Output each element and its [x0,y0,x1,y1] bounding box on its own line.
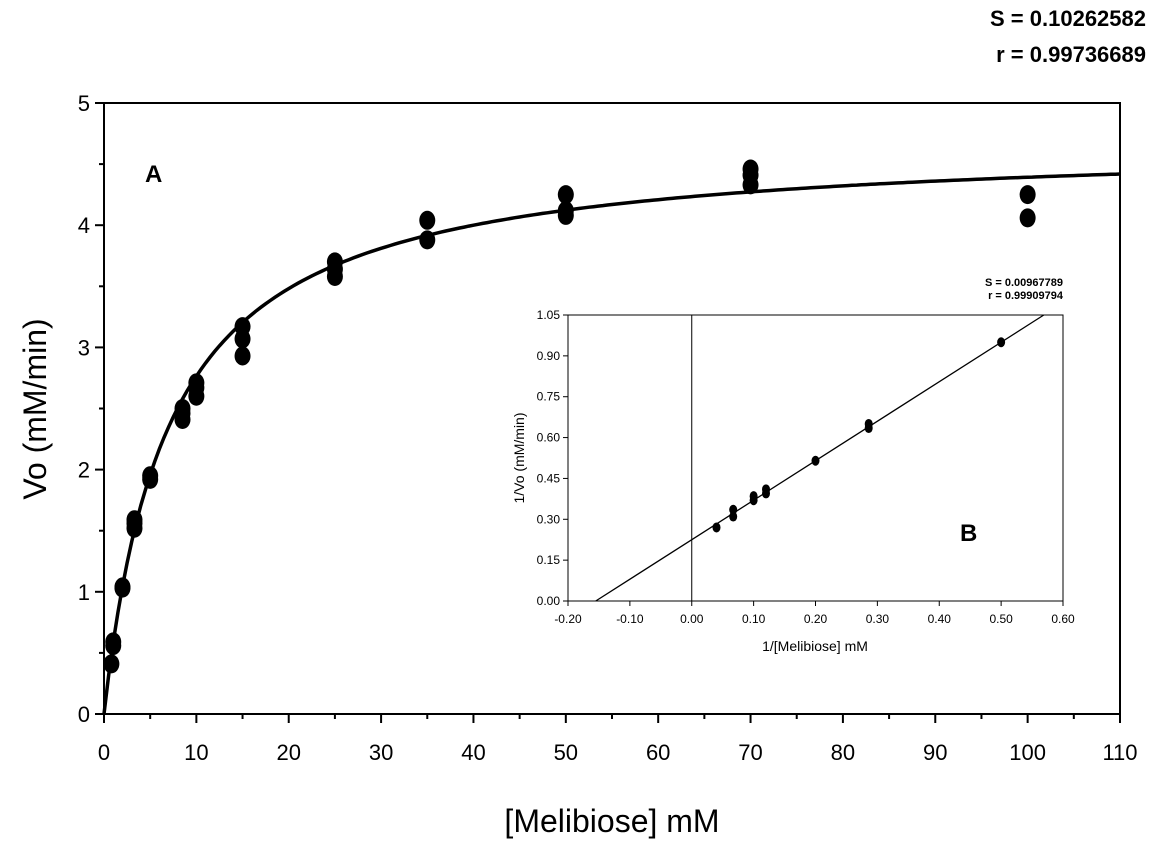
data-point [142,466,159,486]
inset-y-tick-label: 0.45 [537,471,561,485]
inset-x-tick-label: 0.00 [680,612,704,626]
inset-y-tick-label: 0.75 [537,390,561,404]
inset-fit-statistic: r = 0.99909794 [988,290,1064,302]
data-point [419,230,436,250]
x-tick-label: 90 [923,740,947,765]
inset-x-axis-label: 1/[Melibiose] mM [762,638,868,654]
panel-label-b: B [960,520,977,547]
inset-y-tick-label: 0.15 [537,553,561,567]
inset-data-point [997,337,1006,348]
x-tick-label: 30 [369,740,393,765]
inset-data-point [749,491,758,502]
inset-data-point [729,504,738,515]
data-point [234,346,251,366]
data-point [557,201,574,221]
x-tick-label: 10 [184,740,208,765]
data-point [326,252,343,272]
x-tick-label: 50 [554,740,578,765]
x-tick-label: 110 [1102,740,1137,765]
inset-fit-statistic: S = 0.00967789 [985,277,1063,289]
inset-fit-line [595,314,1045,602]
data-point [742,159,759,179]
x-tick-label: 70 [738,740,762,765]
y-tick-label: 1 [78,580,90,605]
data-point [1019,208,1036,228]
data-point [557,185,574,205]
inset-plot: -0.20 -0.10 0.00 0.10 0.20 0.30 0.40 0.50 0.60 0.… [511,277,1075,654]
y-tick-label: 0 [78,702,90,727]
x-axis-label: [Melibiose] mM [504,803,719,839]
main-plot-frame [103,102,1121,715]
inset-x-tick-label: -0.20 [554,612,582,626]
data-point [126,510,143,530]
inset-x-tick-label: 0.50 [989,612,1013,626]
inset-data-point [864,418,873,429]
data-point [105,632,122,652]
y-tick-label: 5 [78,91,90,116]
inset-x-tick-label: 0.20 [804,612,828,626]
data-point [419,210,436,230]
fit-statistic: r = 0.99736689 [996,42,1146,67]
x-tick-label: 80 [831,740,855,765]
x-tick-label: 40 [461,740,485,765]
inset-y-tick-label: 0.30 [537,512,561,526]
inset-x-tick-label: 0.60 [1051,612,1075,626]
data-point [188,373,205,393]
x-tick-label: 20 [276,740,300,765]
x-tick-label: 0 [98,740,110,765]
data-point [114,577,131,597]
fit-statistic: S = 0.10262582 [990,6,1146,31]
inset-data-point [762,484,770,495]
inset-x-tick-label: -0.10 [616,612,644,626]
inset-y-tick-label: 0.90 [537,349,561,363]
inset-y-axis-label: 1/Vo (mM/min) [511,412,527,503]
inset-y-tick-label: 0.60 [537,431,561,445]
inset-data-point [712,522,721,533]
x-tick-label: 60 [646,740,670,765]
data-point [1019,185,1036,205]
main-plot: 0 10 20 30 40 50 60 70 80 90 100 110 0 1 2 3 4 5 [Melibios… [17,6,1146,839]
y-tick-label: 2 [78,458,90,483]
inset-x-tick-label: 0.10 [742,612,766,626]
x-tick-label: 100 [1009,740,1046,765]
inset-x-tick-label: 0.40 [928,612,952,626]
panel-label-a: A [145,161,162,188]
inset-y-tick-label: 1.05 [537,308,561,322]
data-point [234,317,251,337]
data-point [174,399,191,418]
inset-y-tick-label: 0.00 [537,594,561,608]
inset-data-point [811,455,820,466]
fit-curve [102,172,1121,715]
data-point [103,654,120,674]
y-tick-label: 4 [78,213,90,238]
y-axis-label: Vo (mM/min) [17,318,53,499]
inset-x-tick-label: 0.30 [866,612,890,626]
y-tick-label: 3 [78,335,90,360]
